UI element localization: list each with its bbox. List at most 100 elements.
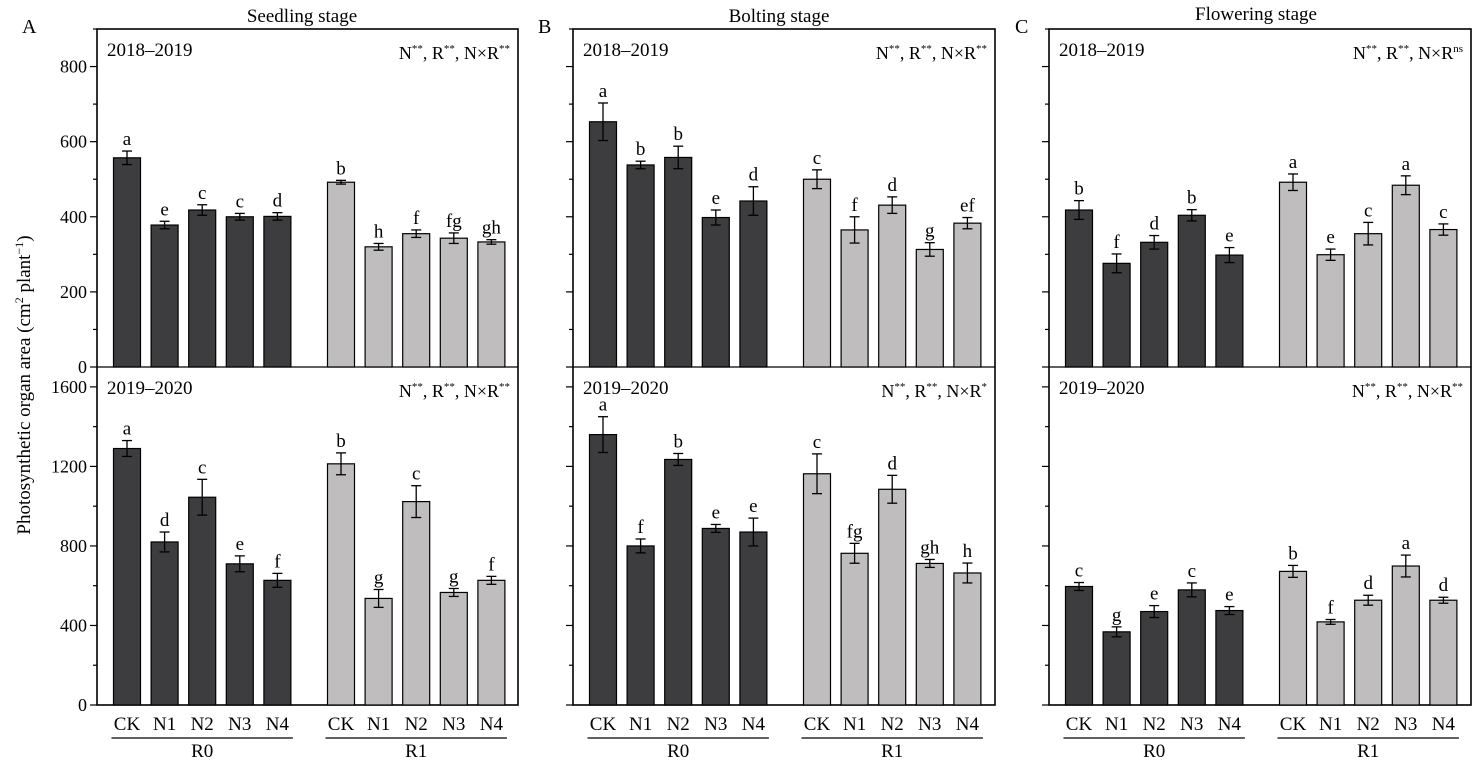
bar-R0-N2 bbox=[1140, 241, 1169, 368]
sig-level: ns bbox=[1453, 43, 1463, 55]
bar-R0-CK bbox=[588, 121, 618, 368]
category-label: N1 bbox=[367, 714, 390, 735]
bar-R0-N4 bbox=[263, 215, 292, 368]
significance-letter: c bbox=[1188, 561, 1196, 582]
y-axis-label: Photosynthetic organ area (cm2 plant−1) bbox=[12, 235, 35, 534]
significance-letter: f bbox=[1327, 598, 1334, 619]
significance-letter: h bbox=[963, 541, 973, 562]
significance-letter: e bbox=[1150, 584, 1158, 605]
bar-R0-N1 bbox=[150, 541, 179, 706]
y-tick-label: 400 bbox=[60, 207, 87, 227]
significance-letter: d bbox=[749, 165, 759, 186]
panel-letter-b: B bbox=[538, 16, 551, 38]
panel-title-bolting: Bolting stage bbox=[729, 6, 830, 27]
bar-R0-N2 bbox=[664, 156, 693, 368]
bar-R1-N1 bbox=[364, 597, 393, 706]
bar-R0-CK bbox=[1064, 585, 1094, 706]
significance-letter: d bbox=[1363, 573, 1373, 594]
significance-letter: c bbox=[813, 432, 821, 453]
category-label: CK bbox=[328, 714, 355, 735]
bar-R1-N4 bbox=[953, 222, 982, 368]
sig-factor: N bbox=[876, 43, 889, 63]
y-tick-label: 1600 bbox=[51, 377, 87, 397]
sig-level: ** bbox=[412, 43, 423, 55]
bar-R0-N3 bbox=[225, 563, 254, 706]
bar-R0-N2 bbox=[188, 496, 217, 706]
category-label: N4 bbox=[742, 714, 766, 735]
sig-separator: , bbox=[932, 43, 941, 63]
year-label: 2019–2020 bbox=[1059, 378, 1145, 399]
bar-R0-N3 bbox=[1177, 214, 1206, 368]
category-label: N3 bbox=[442, 714, 465, 735]
significance-letter: c bbox=[813, 148, 821, 169]
significance-letter: b bbox=[636, 139, 646, 160]
bar-R1-N3 bbox=[1391, 565, 1420, 706]
year-label: 2019–2020 bbox=[583, 378, 669, 399]
sig-factor: R bbox=[432, 43, 444, 63]
group-label: R0 bbox=[191, 741, 213, 762]
significance-letter: b bbox=[673, 431, 683, 452]
significance-letter: b bbox=[336, 158, 346, 179]
year-label: 2019–2020 bbox=[107, 378, 193, 399]
significance-letter: gh bbox=[920, 537, 940, 558]
significance-letter: c bbox=[1075, 561, 1083, 582]
category-label: N1 bbox=[843, 714, 866, 735]
bar-R1-CK bbox=[802, 473, 832, 706]
bar-R0-N1 bbox=[626, 545, 655, 706]
significance-letter: e bbox=[712, 188, 720, 209]
y-tick-label: 1200 bbox=[51, 456, 87, 476]
bar-R0-CK bbox=[112, 157, 142, 368]
sig-separator: , bbox=[937, 381, 946, 401]
significance-letter: d bbox=[887, 453, 897, 474]
bar-R1-N4 bbox=[1429, 599, 1458, 706]
y-tick-label: 200 bbox=[60, 282, 87, 302]
significance-label: N**, R**, N×R** bbox=[399, 381, 510, 401]
bar-R1-N4 bbox=[953, 572, 982, 706]
sig-level: ** bbox=[1398, 43, 1409, 55]
significance-label: N**, R**, N×R** bbox=[1352, 381, 1463, 401]
significance-letter: a bbox=[599, 81, 608, 102]
bar-R0-N4 bbox=[739, 531, 768, 706]
significance-letter: c bbox=[1364, 200, 1372, 221]
category-label: CK bbox=[1280, 714, 1307, 735]
sig-level: ** bbox=[1365, 381, 1376, 393]
sig-factor: N×R bbox=[941, 43, 976, 63]
category-label: N4 bbox=[266, 714, 290, 735]
significance-letter: fg bbox=[847, 521, 863, 542]
category-label: N4 bbox=[1218, 714, 1242, 735]
significance-letter: fg bbox=[446, 211, 462, 232]
bar-R1-N3 bbox=[439, 237, 468, 368]
significance-letter: f bbox=[274, 551, 281, 572]
significance-letter: f bbox=[488, 554, 495, 575]
significance-letter: d bbox=[273, 191, 283, 212]
sig-separator: , bbox=[1409, 43, 1418, 63]
significance-letter: e bbox=[236, 534, 244, 555]
sig-factor: N bbox=[1353, 43, 1366, 63]
sig-separator: , bbox=[900, 43, 909, 63]
bar-R1-CK bbox=[1278, 181, 1308, 368]
significance-letter: h bbox=[374, 221, 384, 242]
sig-factor: R bbox=[909, 43, 921, 63]
significance-letter: a bbox=[1289, 152, 1298, 173]
sig-factor: R bbox=[432, 381, 444, 401]
sig-factor: N×R bbox=[946, 381, 981, 401]
bar-R1-N1 bbox=[1316, 621, 1345, 706]
bar-R0-N1 bbox=[150, 224, 179, 368]
significance-letter: d bbox=[160, 510, 170, 531]
bar-R0-N2 bbox=[188, 209, 217, 368]
category-label: N3 bbox=[1180, 714, 1203, 735]
sig-factor: N×R bbox=[464, 43, 499, 63]
bar-R1-N1 bbox=[1316, 254, 1345, 368]
significance-letter: g bbox=[925, 221, 935, 242]
significance-letter: d bbox=[1149, 214, 1159, 235]
bar-R1-N3 bbox=[439, 591, 468, 706]
group-label: R0 bbox=[667, 741, 689, 762]
category-label: N2 bbox=[1357, 714, 1380, 735]
bar-R1-N2 bbox=[878, 204, 907, 368]
bar-R0-N3 bbox=[1177, 589, 1206, 706]
significance-label: N**, R**, N×R** bbox=[876, 43, 987, 63]
bar-R0-N3 bbox=[701, 216, 730, 368]
bar-R0-N1 bbox=[626, 164, 655, 368]
